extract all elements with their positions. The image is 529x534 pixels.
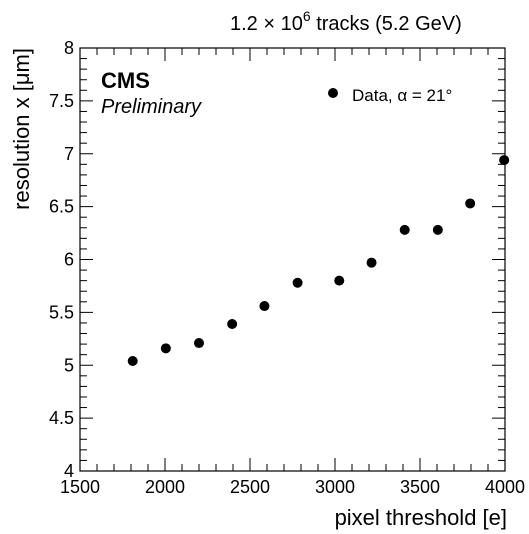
x-tick-label: 3000 xyxy=(315,477,355,497)
y-tick-label: 5.5 xyxy=(49,302,74,322)
stats-suffix: tracks (5.2 GeV) xyxy=(311,13,462,35)
y-tick-label: 4.5 xyxy=(49,408,74,428)
legend-marker xyxy=(328,88,338,98)
stats-exponent: 6 xyxy=(303,8,311,24)
data-point xyxy=(334,275,345,286)
x-axis-title: pixel threshold [e] xyxy=(335,505,507,530)
y-tick-label: 7 xyxy=(64,144,74,164)
x-tick-label: 4000 xyxy=(485,477,525,497)
data-point xyxy=(160,343,171,354)
data-point xyxy=(499,155,510,166)
y-axis-title: resolution x [μm] xyxy=(9,48,34,210)
data-point xyxy=(465,198,476,209)
y-tick-label: 8 xyxy=(64,38,74,58)
legend-label: Data, α = 21° xyxy=(352,86,452,105)
data-points xyxy=(127,155,510,367)
data-point xyxy=(227,319,238,330)
y-tick-label: 4 xyxy=(64,461,74,481)
x-tick-label: 1500 xyxy=(60,477,100,497)
y-tick-label: 6 xyxy=(64,250,74,270)
x-tick-label: 2500 xyxy=(230,477,270,497)
stats-prefix: 1.2 × 10 xyxy=(230,13,303,35)
data-point xyxy=(259,301,270,312)
experiment-name: CMS xyxy=(101,68,150,93)
x-tick-label: 2000 xyxy=(145,477,185,497)
y-tick-label: 6.5 xyxy=(49,197,74,217)
data-point xyxy=(366,257,377,268)
data-point xyxy=(432,224,443,235)
data-point xyxy=(194,338,204,349)
x-tick-label: 3500 xyxy=(400,477,440,497)
legend: Data, α = 21° xyxy=(328,86,452,105)
experiment-status: Preliminary xyxy=(101,96,202,118)
y-tick-label: 5 xyxy=(64,355,74,375)
data-point xyxy=(399,224,410,235)
data-point xyxy=(292,277,303,288)
stats-header: 1.2 × 106 tracks (5.2 GeV) xyxy=(230,8,462,35)
y-tick-label: 7.5 xyxy=(49,91,74,111)
data-point xyxy=(127,356,138,367)
axes: 1500 2000 2500 3000 3500 4000 4 4.5 5 5.5 6 6.5 7 7.5… xyxy=(49,38,525,497)
